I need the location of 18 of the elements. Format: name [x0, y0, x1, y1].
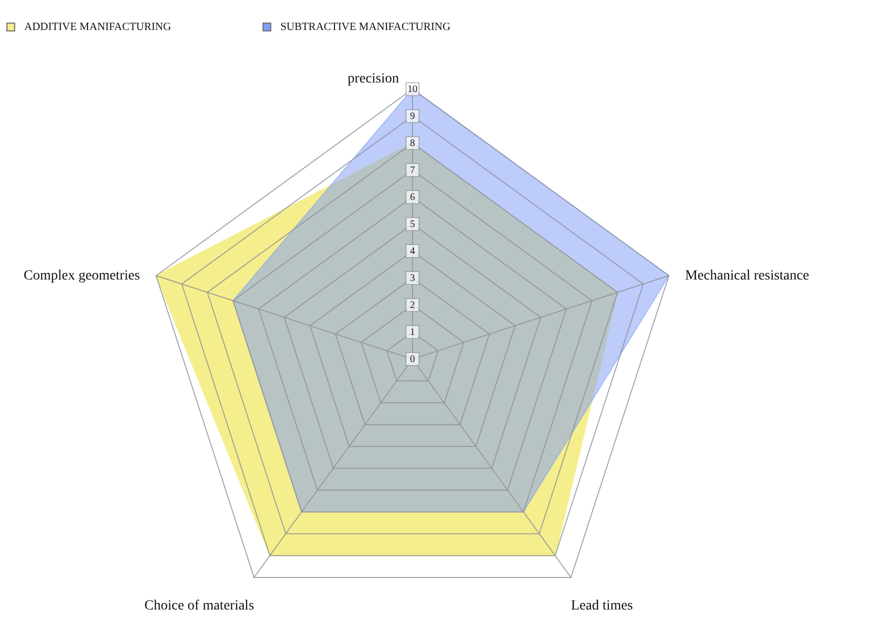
y-tick-label: 0 [410, 354, 415, 366]
y-tick-label: 3 [410, 273, 415, 284]
legend-label: SUBTRACTIVE MANIFACTURING [280, 20, 450, 33]
spoke-label: Lead times [570, 598, 633, 614]
y-tick-label: 8 [410, 138, 415, 150]
spoke-label: Choice of materials [144, 598, 254, 614]
spoke-label: precision [348, 71, 400, 86]
y-tick-label: 9 [410, 111, 415, 122]
y-tick-label: 1 [410, 327, 415, 338]
spoke-label: Complex geometries [24, 268, 140, 284]
y-tick-label: 6 [410, 192, 415, 204]
y-tick-label: 2 [410, 300, 415, 312]
y-tick-label: 4 [410, 246, 415, 258]
y-tick-label: 7 [410, 165, 415, 176]
y-tick-label: 10 [407, 84, 418, 96]
spoke-label: Mechanical resistance [685, 268, 810, 284]
y-tick-label: 5 [410, 219, 415, 230]
legend-label: ADDITIVE MANIFACTURING [24, 20, 172, 33]
